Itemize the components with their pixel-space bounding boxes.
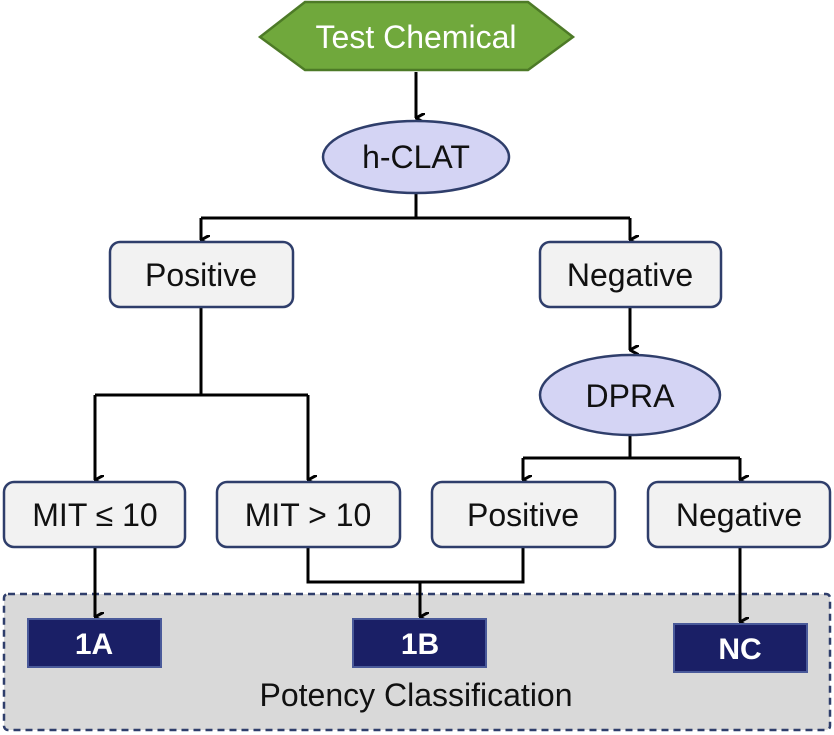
mit-high-box bbox=[215, 480, 402, 549]
dpra-positive-box bbox=[430, 480, 617, 549]
test-chemical-hexagon bbox=[257, 0, 576, 72]
class-nc: NC bbox=[673, 623, 808, 673]
dpra-negative-label: Negative bbox=[676, 497, 802, 533]
mit-low-label: MIT ≤ 10 bbox=[32, 497, 157, 533]
dpra-positive-node: Positive bbox=[430, 480, 617, 549]
mit-low-node: MIT ≤ 10 bbox=[2, 480, 187, 549]
mit-high-label: MIT > 10 bbox=[245, 497, 372, 533]
class-nc-box bbox=[673, 623, 808, 673]
connectors bbox=[93, 72, 740, 622]
hclat-positive-label: Positive bbox=[145, 257, 257, 293]
class-1a-box bbox=[27, 618, 162, 668]
hclat-node: h-CLAT bbox=[321, 119, 511, 195]
hclat-positive-node: Positive bbox=[108, 240, 295, 309]
class-nc-label: NC bbox=[718, 633, 761, 666]
potency-classification-title: Potency Classification bbox=[259, 677, 572, 713]
mit-high-node: MIT > 10 bbox=[215, 480, 402, 549]
hclat-ellipse bbox=[321, 119, 511, 195]
dpra-negative-box bbox=[646, 480, 832, 549]
hclat-positive-box bbox=[108, 240, 295, 309]
dpra-label: DPRA bbox=[586, 378, 676, 414]
dpra-positive-label: Positive bbox=[467, 497, 579, 533]
hclat-negative-box bbox=[538, 240, 723, 309]
dpra-node: DPRA bbox=[538, 353, 722, 437]
test-chemical-label: Test Chemical bbox=[316, 19, 517, 55]
test-chemical-node: Test Chemical bbox=[257, 0, 576, 72]
dpra-ellipse bbox=[538, 353, 722, 437]
class-1b: 1B bbox=[352, 618, 487, 668]
connector-merge-to-1b bbox=[306, 547, 525, 584]
hclat-negative-label: Negative bbox=[567, 257, 693, 293]
hclat-label: h-CLAT bbox=[362, 139, 470, 175]
class-1a-label: 1A bbox=[75, 628, 113, 661]
hclat-negative-node: Negative bbox=[538, 240, 723, 309]
class-1a: 1A bbox=[27, 618, 162, 668]
class-1b-label: 1B bbox=[401, 628, 439, 661]
dpra-negative-node: Negative bbox=[646, 480, 832, 549]
mit-low-box bbox=[2, 480, 187, 549]
class-1b-box bbox=[352, 618, 487, 668]
